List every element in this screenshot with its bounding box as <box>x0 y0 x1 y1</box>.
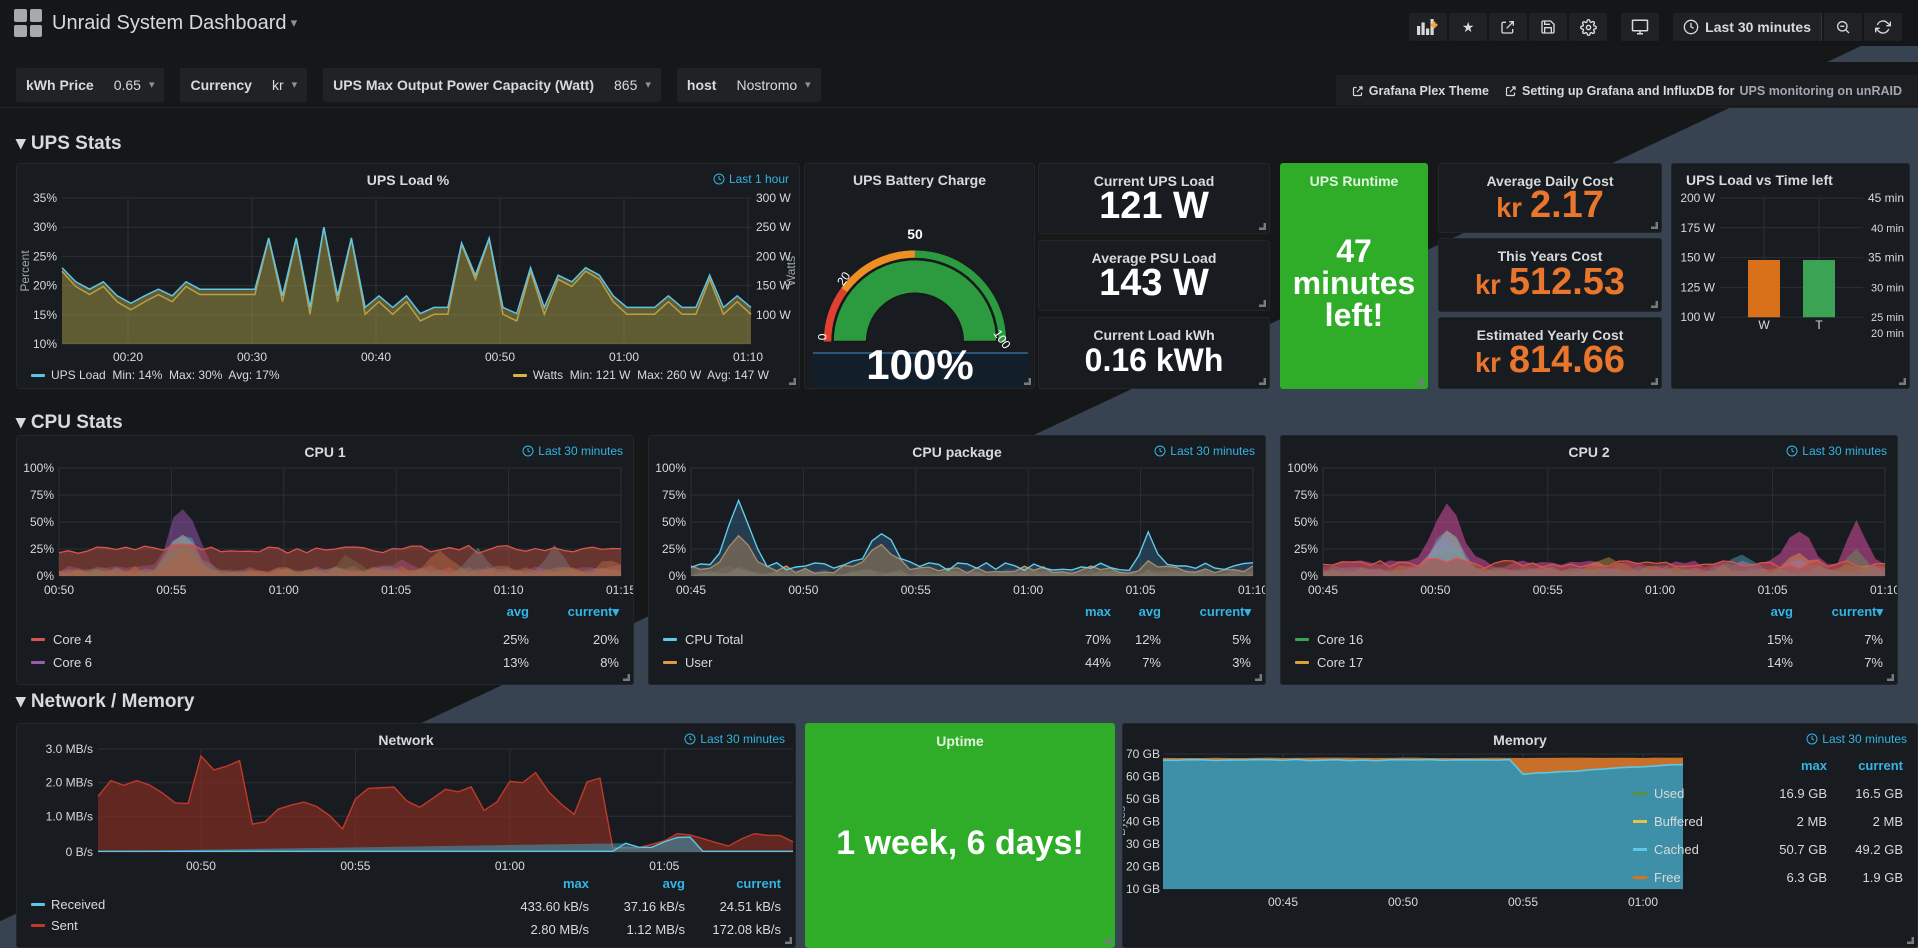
svg-text:50 GB: 50 GB <box>1126 792 1160 806</box>
svg-text:15%: 15% <box>33 308 57 322</box>
svg-text:20%: 20% <box>33 279 57 293</box>
svg-text:2.0 MB/s: 2.0 MB/s <box>46 776 93 790</box>
svg-text:50%: 50% <box>662 515 686 529</box>
svg-text:01:00: 01:00 <box>1645 583 1675 597</box>
svg-text:00:50: 00:50 <box>1388 895 1418 909</box>
svg-text:01:15: 01:15 <box>606 583 634 597</box>
svg-text:50%: 50% <box>1294 515 1318 529</box>
svg-text:25 min: 25 min <box>1871 312 1904 324</box>
svg-text:200 W: 200 W <box>1680 191 1715 205</box>
svg-text:75%: 75% <box>30 488 54 502</box>
svg-text:45 min: 45 min <box>1868 191 1904 205</box>
svg-text:00:50: 00:50 <box>44 583 74 597</box>
svg-text:70 GB: 70 GB <box>1126 747 1160 761</box>
svg-text:W: W <box>1758 318 1770 332</box>
svg-text:01:05: 01:05 <box>649 859 679 873</box>
svg-text:Percent: Percent <box>18 250 32 292</box>
svg-text:175 W: 175 W <box>1680 221 1715 235</box>
svg-text:01:00: 01:00 <box>1628 895 1658 909</box>
svg-text:01:10: 01:10 <box>494 583 524 597</box>
svg-text:75%: 75% <box>662 488 686 502</box>
svg-text:1.0 MB/s: 1.0 MB/s <box>46 809 93 823</box>
svg-text:40 GB: 40 GB <box>1126 815 1160 829</box>
svg-text:25%: 25% <box>1294 542 1318 556</box>
svg-text:10 GB: 10 GB <box>1126 882 1160 896</box>
svg-text:01:00: 01:00 <box>495 859 525 873</box>
svg-text:100 W: 100 W <box>756 308 791 322</box>
svg-text:01:05: 01:05 <box>1126 583 1156 597</box>
svg-text:100 W: 100 W <box>1680 310 1715 324</box>
svg-text:3.0 MB/s: 3.0 MB/s <box>46 742 93 756</box>
svg-text:00:55: 00:55 <box>156 583 186 597</box>
svg-text:50: 50 <box>907 226 923 242</box>
svg-text:01:05: 01:05 <box>381 583 411 597</box>
svg-text:25%: 25% <box>662 542 686 556</box>
svg-text:50%: 50% <box>30 515 54 529</box>
svg-text:0%: 0% <box>669 569 687 583</box>
svg-text:35%: 35% <box>33 191 57 205</box>
svg-text:20 GB: 20 GB <box>1126 860 1160 874</box>
svg-text:00:50: 00:50 <box>186 859 216 873</box>
svg-text:250 W: 250 W <box>756 220 791 234</box>
svg-text:00:50: 00:50 <box>788 583 818 597</box>
svg-text:0%: 0% <box>1301 569 1319 583</box>
svg-text:01:00: 01:00 <box>1013 583 1043 597</box>
svg-text:25%: 25% <box>30 542 54 556</box>
svg-text:100%: 100% <box>655 461 686 475</box>
svg-text:10%: 10% <box>33 337 57 351</box>
svg-text:40 min: 40 min <box>1871 223 1904 235</box>
svg-text:75%: 75% <box>1294 488 1318 502</box>
svg-text:01:10: 01:10 <box>1238 583 1266 597</box>
svg-text:300 W: 300 W <box>756 191 791 205</box>
svg-text:01:05: 01:05 <box>1758 583 1788 597</box>
svg-text:35 min: 35 min <box>1868 251 1904 265</box>
svg-text:Bytes: Bytes <box>1123 806 1128 836</box>
svg-text:00:55: 00:55 <box>1508 895 1538 909</box>
svg-text:00:45: 00:45 <box>1308 583 1338 597</box>
svg-text:150 W: 150 W <box>1680 251 1715 265</box>
svg-text:00:45: 00:45 <box>676 583 706 597</box>
svg-text:20 min: 20 min <box>1871 328 1904 340</box>
svg-text:0 B/s: 0 B/s <box>66 845 93 859</box>
svg-text:0: 0 <box>816 333 830 340</box>
svg-text:100%: 100% <box>1287 461 1318 475</box>
svg-text:00:55: 00:55 <box>340 859 370 873</box>
svg-text:0%: 0% <box>37 569 55 583</box>
svg-text:100%: 100% <box>866 341 973 388</box>
svg-text:30 GB: 30 GB <box>1126 837 1160 851</box>
svg-text:01:00: 01:00 <box>609 350 639 364</box>
svg-text:00:20: 00:20 <box>113 350 143 364</box>
svg-text:25%: 25% <box>33 249 57 263</box>
svg-text:100%: 100% <box>23 461 54 475</box>
svg-text:60 GB: 60 GB <box>1126 770 1160 784</box>
svg-text:30%: 30% <box>33 220 57 234</box>
svg-text:00:30: 00:30 <box>237 350 267 364</box>
svg-text:00:55: 00:55 <box>901 583 931 597</box>
svg-text:30 min: 30 min <box>1871 282 1904 294</box>
svg-text:00:45: 00:45 <box>1268 895 1298 909</box>
svg-text:T: T <box>1815 318 1823 332</box>
svg-text:01:10: 01:10 <box>733 350 763 364</box>
svg-text:00:50: 00:50 <box>485 350 515 364</box>
svg-text:00:40: 00:40 <box>361 350 391 364</box>
svg-text:01:10: 01:10 <box>1870 583 1898 597</box>
svg-text:00:55: 00:55 <box>1533 583 1563 597</box>
svg-text:125 W: 125 W <box>1680 280 1715 294</box>
svg-text:01:00: 01:00 <box>269 583 299 597</box>
svg-text:00:50: 00:50 <box>1420 583 1450 597</box>
svg-text:Watts: Watts <box>784 256 798 286</box>
